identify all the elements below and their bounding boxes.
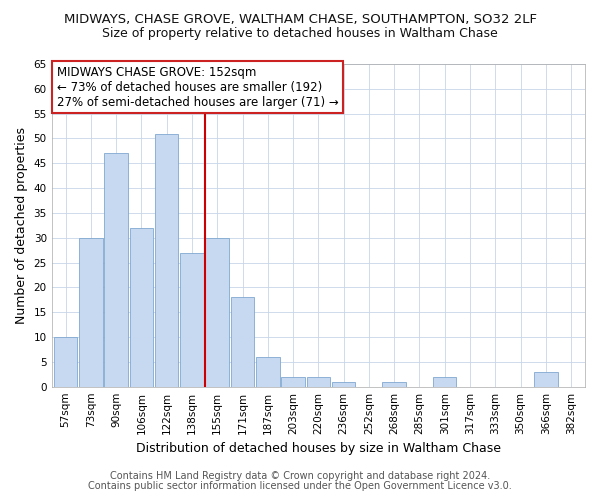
Text: MIDWAYS, CHASE GROVE, WALTHAM CHASE, SOUTHAMPTON, SO32 2LF: MIDWAYS, CHASE GROVE, WALTHAM CHASE, SOU… bbox=[64, 12, 536, 26]
Text: Size of property relative to detached houses in Waltham Chase: Size of property relative to detached ho… bbox=[102, 28, 498, 40]
X-axis label: Distribution of detached houses by size in Waltham Chase: Distribution of detached houses by size … bbox=[136, 442, 501, 455]
Bar bbox=[382, 382, 406, 386]
Text: Contains HM Land Registry data © Crown copyright and database right 2024.: Contains HM Land Registry data © Crown c… bbox=[110, 471, 490, 481]
Bar bbox=[231, 298, 254, 386]
Bar bbox=[433, 377, 457, 386]
Bar bbox=[79, 238, 103, 386]
Bar bbox=[104, 154, 128, 386]
Bar bbox=[205, 238, 229, 386]
Text: MIDWAYS CHASE GROVE: 152sqm
← 73% of detached houses are smaller (192)
27% of se: MIDWAYS CHASE GROVE: 152sqm ← 73% of det… bbox=[57, 66, 339, 108]
Bar bbox=[307, 377, 330, 386]
Bar bbox=[130, 228, 153, 386]
Y-axis label: Number of detached properties: Number of detached properties bbox=[15, 127, 28, 324]
Bar bbox=[180, 252, 204, 386]
Bar bbox=[256, 357, 280, 386]
Bar bbox=[332, 382, 355, 386]
Bar bbox=[281, 377, 305, 386]
Text: Contains public sector information licensed under the Open Government Licence v3: Contains public sector information licen… bbox=[88, 481, 512, 491]
Bar bbox=[54, 337, 77, 386]
Bar bbox=[534, 372, 557, 386]
Bar bbox=[155, 134, 178, 386]
